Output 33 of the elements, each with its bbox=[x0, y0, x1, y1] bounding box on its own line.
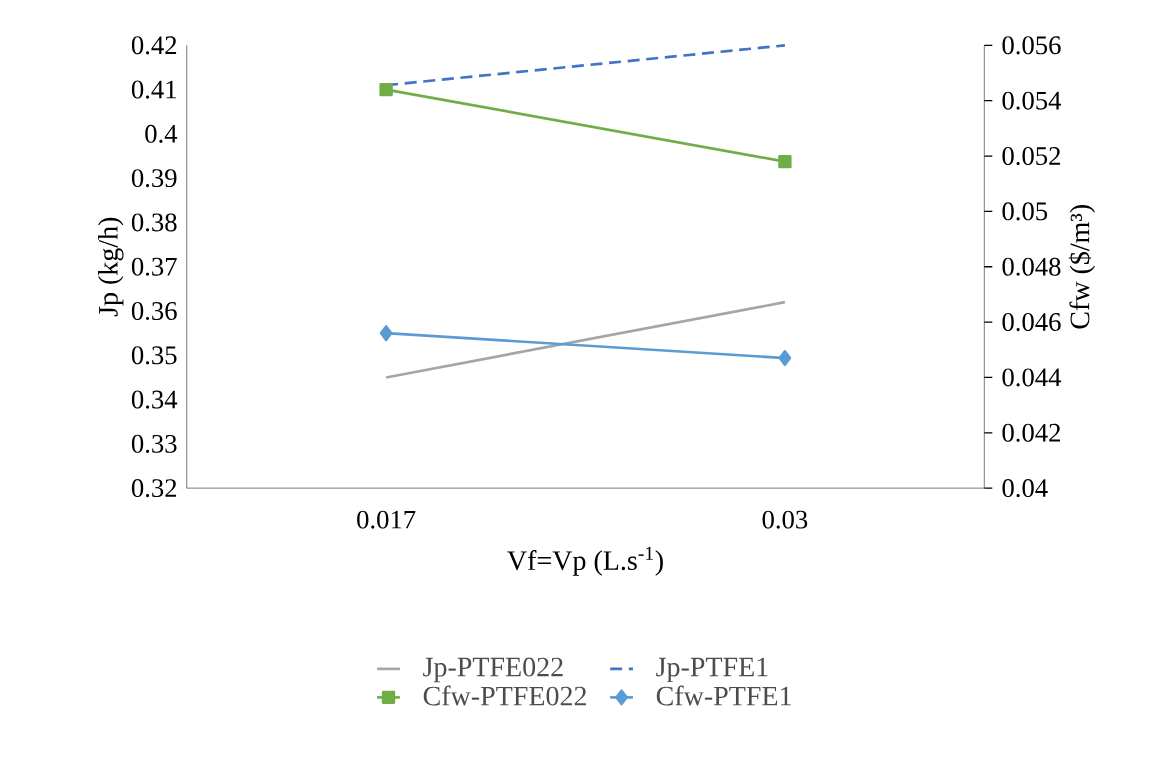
y-tick-label: 0.39 bbox=[131, 169, 177, 188]
x-axis-title: Vf=Vp (L.s$^{-1}$) bbox=[507, 547, 663, 576]
y2-tick-label: 0.044 bbox=[1002, 368, 1062, 387]
x-tick-label: 0.017 bbox=[357, 510, 416, 529]
y-tick-label: 0.42 bbox=[131, 36, 177, 55]
legend-label: Jp-PTFE022 bbox=[423, 657, 563, 683]
point bbox=[778, 350, 792, 367]
y2-tick-label: 0.052 bbox=[1002, 147, 1060, 166]
y2-tick-label: 0.042 bbox=[1002, 423, 1060, 443]
y2-tick-label: 0.05 bbox=[1002, 202, 1048, 221]
y2-tick-label: 0.048 bbox=[1002, 257, 1061, 277]
y-axis-title: Jp (kg/h) bbox=[98, 218, 124, 317]
y-tick-label: 0.38 bbox=[131, 213, 177, 232]
y-tick-label: 0.37 bbox=[131, 257, 177, 277]
y2-tick-label: 0.056 bbox=[1002, 36, 1061, 55]
y-tick-label: 0.36 bbox=[131, 302, 177, 321]
x-tick-label: 0.03 bbox=[762, 510, 808, 529]
point bbox=[379, 325, 393, 342]
y2-axis-title: Cfw ($/m³) bbox=[1068, 205, 1096, 329]
y-tick-label: 0.41 bbox=[131, 80, 176, 99]
legend-label: Jp-PTFE1 bbox=[656, 657, 768, 683]
y2-tick-label: 0.054 bbox=[1002, 91, 1062, 110]
y-tick-label: 0.4 bbox=[145, 125, 178, 144]
y-tick-label: 0.33 bbox=[131, 435, 177, 454]
y2-tick-label: 0.04 bbox=[1002, 479, 1048, 498]
y-tick-label: 0.34 bbox=[131, 390, 178, 409]
y-tick-label: 0.32 bbox=[131, 479, 177, 498]
y-tick-label: 0.35 bbox=[131, 346, 177, 365]
legend-label: Cfw-PTFE1 bbox=[656, 685, 791, 706]
y2-tick-label: 0.046 bbox=[1002, 313, 1061, 332]
legend-label: Cfw-PTFE022 bbox=[423, 685, 586, 706]
point bbox=[778, 155, 792, 169]
point bbox=[379, 83, 393, 97]
